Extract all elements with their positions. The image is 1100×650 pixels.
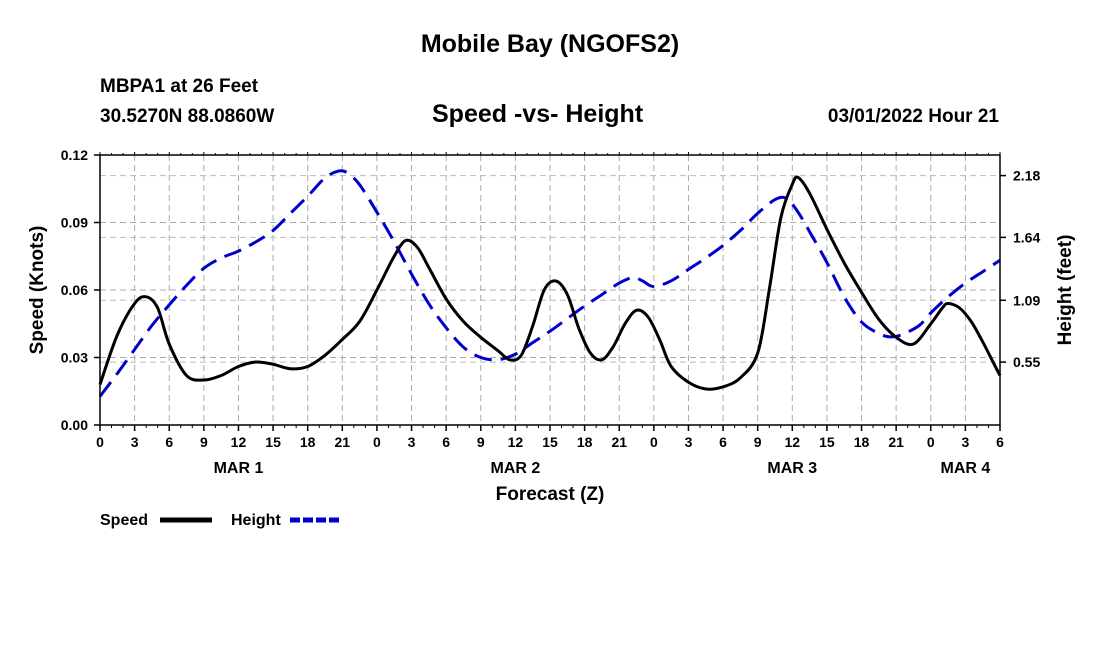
x-tick-label: 9 bbox=[477, 434, 485, 450]
x-tick-label: 0 bbox=[650, 434, 658, 450]
x-tick-label: 3 bbox=[131, 434, 139, 450]
x-tick-label: 0 bbox=[927, 434, 935, 450]
page-title: Mobile Bay (NGOFS2) bbox=[420, 30, 680, 58]
y2-tick-label: 2.18 bbox=[1013, 168, 1040, 184]
y-tick-label: 0.00 bbox=[61, 417, 88, 433]
x-tick-label: 3 bbox=[685, 434, 693, 450]
date-label: MAR 2 bbox=[490, 460, 540, 477]
x-tick-label: 9 bbox=[754, 434, 762, 450]
y-tick-label: 0.06 bbox=[61, 282, 88, 298]
series-speed-line bbox=[98, 175, 1002, 391]
x-tick-label: 6 bbox=[996, 434, 1004, 450]
x-tick-label: 18 bbox=[300, 434, 316, 450]
x-tick-label: 21 bbox=[335, 434, 351, 450]
x-tick-label: 3 bbox=[961, 434, 969, 450]
y2-tick-label: 0.55 bbox=[1013, 354, 1040, 370]
x-axis-label: Forecast (Z) bbox=[496, 484, 605, 505]
y-axis-label: Speed (Knots) bbox=[27, 226, 48, 355]
x-tick-label: 15 bbox=[542, 434, 558, 450]
x-tick-label: 18 bbox=[577, 434, 593, 450]
legend-height-label: Height bbox=[231, 512, 281, 529]
y2-axis-label: Height (feet) bbox=[1055, 235, 1076, 346]
station-coordinates: 30.5270N 88.0860W bbox=[100, 106, 275, 127]
grid bbox=[100, 155, 1000, 425]
x-tick-label: 6 bbox=[719, 434, 727, 450]
x-tick-label: 12 bbox=[785, 434, 801, 450]
x-tick-label: 18 bbox=[854, 434, 870, 450]
legend: Speed Height bbox=[100, 512, 342, 529]
legend-speed-label: Speed bbox=[100, 512, 148, 529]
y2-tick-label: 1.09 bbox=[1013, 292, 1040, 308]
forecast-timestamp: 03/01/2022 Hour 21 bbox=[827, 106, 999, 127]
axes: 0 3 6 9 12 15 18 21 0 3 6 9 12 15 18 21 0 3 6 9 12 15 18 21 0 3 6 0… bbox=[61, 147, 1041, 477]
x-tick-label: 6 bbox=[442, 434, 450, 450]
x-tick-label: 6 bbox=[165, 434, 173, 450]
chart-title: Speed -vs- Height bbox=[432, 100, 644, 128]
date-label: MAR 1 bbox=[214, 460, 264, 477]
x-tick-label: 15 bbox=[819, 434, 835, 450]
x-tick-label: 21 bbox=[611, 434, 627, 450]
date-label: MAR 4 bbox=[940, 460, 990, 477]
x-tick-label: 0 bbox=[96, 434, 104, 450]
x-tick-label: 12 bbox=[231, 434, 247, 450]
x-tick-label: 12 bbox=[508, 434, 524, 450]
x-tick-label: 21 bbox=[888, 434, 904, 450]
station-name: MBPA1 at 26 Feet bbox=[100, 76, 259, 97]
x-tick-label: 3 bbox=[408, 434, 416, 450]
date-label: MAR 3 bbox=[767, 460, 817, 477]
y-tick-label: 0.12 bbox=[61, 147, 88, 163]
y-tick-label: 0.09 bbox=[61, 215, 88, 231]
x-tick-label: 0 bbox=[373, 434, 381, 450]
x-tick-label: 15 bbox=[265, 434, 281, 450]
y-tick-label: 0.03 bbox=[61, 350, 88, 366]
y2-tick-label: 1.64 bbox=[1013, 229, 1040, 245]
series-lines bbox=[98, 169, 1002, 398]
x-tick-label: 9 bbox=[200, 434, 208, 450]
series-height-line bbox=[98, 169, 1001, 398]
